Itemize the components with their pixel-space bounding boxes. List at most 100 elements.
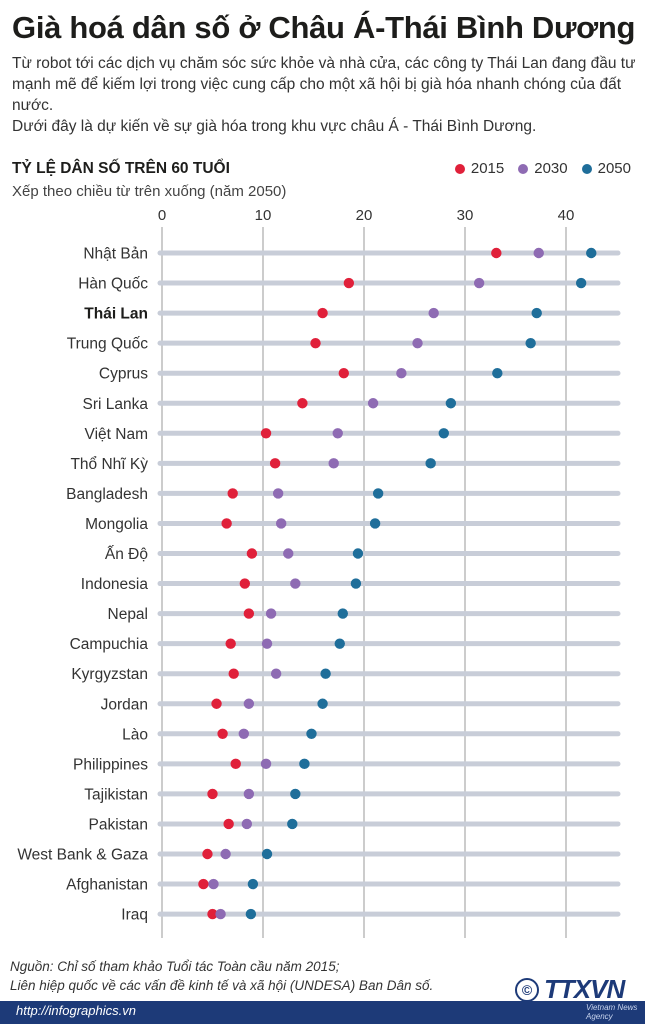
dot-2030 xyxy=(215,908,226,920)
dot-2050 xyxy=(334,638,345,649)
category-label: Pakistan xyxy=(89,816,148,833)
category-label: Hàn Quốc xyxy=(78,276,148,293)
dot-2050 xyxy=(425,458,436,469)
dot-2050 xyxy=(261,848,273,860)
chart-legend: 2015 2030 2050 xyxy=(454,160,631,177)
dot-2015 xyxy=(246,548,258,559)
x-tick-label: 10 xyxy=(255,207,272,224)
x-tick-label: 0 xyxy=(158,207,166,224)
dot-2050 xyxy=(369,518,381,529)
x-tick-label: 40 xyxy=(558,207,575,224)
dot-2015 xyxy=(221,518,232,529)
dot-2050 xyxy=(306,728,317,739)
dot-2030 xyxy=(332,428,343,439)
dot-2050 xyxy=(290,788,301,800)
dot-2015 xyxy=(310,337,321,349)
category-label: Thái Lan xyxy=(84,306,148,323)
dot-2050 xyxy=(586,247,597,259)
dot-2015 xyxy=(207,908,218,920)
intro-paragraph-2: Dưới đây là dự kiến về sự già hóa trong … xyxy=(12,118,537,135)
dot-2050 xyxy=(337,608,348,619)
dot-2015 xyxy=(202,848,213,860)
dot-2050 xyxy=(352,548,364,559)
chart-subtitle: Xếp theo chiều từ trên xuống (năm 2050) xyxy=(12,183,287,200)
dot-2030 xyxy=(270,668,282,679)
category-label: Ấn Độ xyxy=(105,546,148,563)
legend-item-2050: 2050 xyxy=(581,160,631,177)
category-label: Tajikistan xyxy=(84,786,148,803)
category-label: Việt Nam xyxy=(85,426,148,443)
dot-2030 xyxy=(272,488,284,499)
dot-2030 xyxy=(412,337,423,349)
dot-2015 xyxy=(198,878,209,890)
dot-2015 xyxy=(227,488,238,499)
dot-2030 xyxy=(275,518,287,529)
ttxvn-logo: TTXVN xyxy=(544,974,625,1004)
legend-label-2050: 2050 xyxy=(597,160,631,177)
dot-2030 xyxy=(208,878,219,890)
x-tick-label: 20 xyxy=(356,207,373,224)
category-label: Campuchia xyxy=(70,636,149,653)
dot-2015 xyxy=(260,428,272,439)
dot-2030 xyxy=(473,277,485,289)
dot-2015 xyxy=(317,307,328,319)
legend-dot-2015 xyxy=(454,163,465,174)
dot-2050 xyxy=(287,818,298,830)
category-label: Iraq xyxy=(121,907,148,924)
category-label: Lào xyxy=(122,726,148,743)
dot-plot: 0 10 20 30 40 Nhật Bản Hàn Quốc Thái Lan Trung Q… xyxy=(17,207,621,938)
dot-2050 xyxy=(492,368,503,379)
source-note: Nguồn: Chỉ số tham khảo Tuổi tác Toàn cầ… xyxy=(10,957,433,995)
dot-2015 xyxy=(225,638,236,649)
legend-item-2030: 2030 xyxy=(518,160,568,177)
dot-2030 xyxy=(241,818,253,830)
dot-2015 xyxy=(269,458,281,469)
legend-label-2030: 2030 xyxy=(534,160,568,177)
dot-2050 xyxy=(350,578,362,589)
dot-2030 xyxy=(220,848,231,860)
category-label: Nhật Bản xyxy=(83,246,148,263)
legend-item-2015: 2015 xyxy=(454,160,505,177)
page-title: Già hoá dân số ở Châu Á-Thái Bình Dương xyxy=(12,10,636,45)
dot-2050 xyxy=(531,307,542,319)
dot-2050 xyxy=(525,337,536,349)
legend-dot-2030 xyxy=(518,163,529,174)
category-label: Cyprus xyxy=(99,366,148,383)
dot-2050 xyxy=(438,428,449,439)
category-label: Indonesia xyxy=(81,576,149,593)
dot-2030 xyxy=(283,548,294,559)
dot-2030 xyxy=(261,638,273,649)
dot-2030 xyxy=(260,758,272,770)
legend-label-2015: 2015 xyxy=(470,160,505,177)
category-label: Nepal xyxy=(108,606,149,623)
dot-2015 xyxy=(223,818,234,830)
category-label: Kyrgyzstan xyxy=(71,666,148,683)
category-label: Bangladesh xyxy=(66,486,148,503)
source-line-1: Nguồn: Chỉ số tham khảo Tuổi tác Toàn cầ… xyxy=(10,959,340,974)
category-label: Thổ Nhĩ Kỳ xyxy=(70,456,148,473)
dot-2030 xyxy=(328,458,339,469)
category-label: West Bank & Gaza xyxy=(17,847,148,864)
category-label: Mongolia xyxy=(85,516,148,533)
dot-2015 xyxy=(207,788,218,800)
dot-2050 xyxy=(317,698,328,709)
category-label: Jordan xyxy=(101,696,148,713)
dot-2050 xyxy=(575,277,587,289)
source-line-2: Liên hiệp quốc về các vấn đề kinh tế và … xyxy=(10,978,434,993)
dot-2030 xyxy=(243,698,255,709)
dot-2015 xyxy=(297,398,308,409)
category-label: Trung Quốc xyxy=(67,336,149,353)
footer-bar xyxy=(0,1001,645,1024)
x-tick-label: 30 xyxy=(457,207,474,224)
dot-2030 xyxy=(533,247,544,259)
dot-2050 xyxy=(245,908,257,920)
footer-url[interactable]: http://infographics.vn xyxy=(16,1003,136,1018)
category-label: Sri Lanka xyxy=(83,396,149,413)
category-label: Philippines xyxy=(73,756,148,773)
dot-2030 xyxy=(367,398,379,409)
dot-2015 xyxy=(211,698,222,709)
dot-2050 xyxy=(299,758,310,770)
dot-2015 xyxy=(230,758,241,770)
dot-2050 xyxy=(247,878,259,890)
logo-subtitle: Vietnam News Agency xyxy=(586,1003,638,1021)
